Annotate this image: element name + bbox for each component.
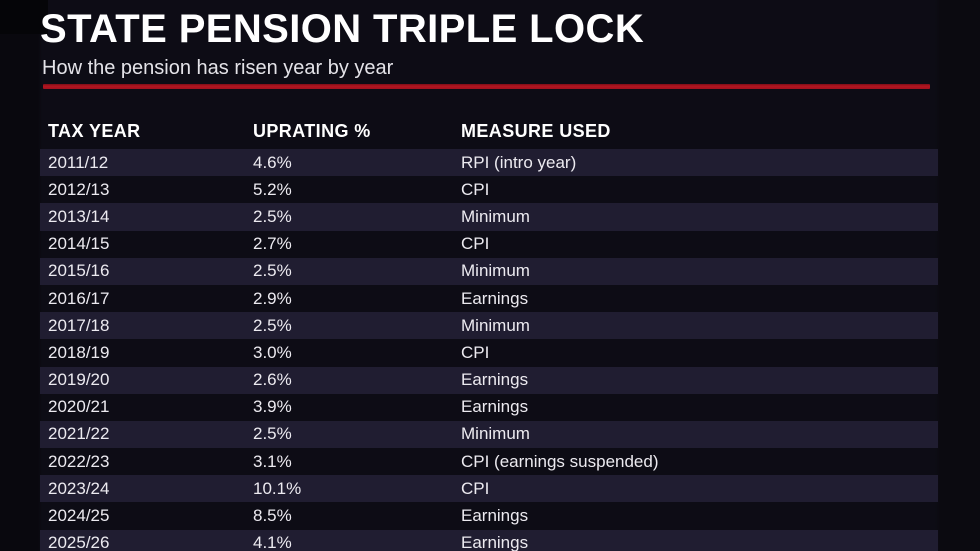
cell-uprating-pct: 2.5% [253,206,292,226]
table-row: 2017/18 2.5% Minimum [40,312,938,340]
table-row: 2016/17 2.9% Earnings [40,285,938,312]
cell-tax-year: 2017/18 [48,315,110,335]
column-header-measure-used: MEASURE USED [461,120,611,141]
cell-tax-year: 2013/14 [48,206,110,226]
cell-tax-year: 2019/20 [48,370,110,390]
cell-tax-year: 2014/15 [48,234,110,254]
table-row: 2015/16 2.5% Minimum [40,257,938,285]
cell-uprating-pct: 5.2% [253,179,292,199]
cell-uprating-pct: 2.5% [253,315,292,335]
red-divider-rule [43,84,930,89]
cell-uprating-pct: 3.9% [253,397,292,417]
corner-vignette [0,0,48,34]
cell-measure-used: Earnings [461,533,529,551]
cell-uprating-pct: 4.1% [253,533,292,551]
table-row: 2025/26 4.1% Earnings [40,529,938,551]
cell-uprating-pct: 2.5% [253,261,292,281]
table-row: 2023/24 10.1% CPI [40,475,938,503]
cell-tax-year: 2011/12 [48,152,109,172]
cell-uprating-pct: 3.0% [253,342,292,362]
cell-tax-year: 2025/26 [48,533,110,551]
cell-tax-year: 2016/17 [48,288,110,308]
cell-measure-used: Earnings [461,288,529,308]
cell-measure-used: Earnings [461,370,529,390]
table-header-row: TAX YEAR UPRATING % MEASURE USED [40,113,938,149]
table-row: 2024/25 8.5% Earnings [40,502,938,529]
table-row: 2021/22 2.5% Minimum [40,420,938,449]
cell-measure-used: CPI [461,234,490,254]
cell-tax-year: 2015/16 [48,261,110,281]
page-title: STATE PENSION TRIPLE LOCK [40,7,645,51]
table-row: 2012/13 5.2% CPI [40,176,938,203]
table-row: 2011/12 4.6% RPI (intro year) [40,149,938,177]
cell-uprating-pct: 2.7% [253,234,292,254]
cell-uprating-pct: 8.5% [253,506,292,526]
column-header-tax-year: TAX YEAR [48,120,141,141]
table-row: 2013/14 2.5% Minimum [40,203,938,231]
cell-measure-used: Minimum [461,424,530,444]
column-header-uprating-pct: UPRATING % [253,120,371,141]
table-row: 2014/15 2.7% CPI [40,231,938,258]
cell-uprating-pct: 3.1% [253,451,292,471]
cell-measure-used: CPI [461,478,490,498]
cell-measure-used: Minimum [461,315,530,335]
cell-tax-year: 2022/23 [48,451,110,471]
cell-measure-used: CPI (earnings suspended) [461,451,659,471]
cell-measure-used: Minimum [461,261,530,281]
pension-uprating-table: TAX YEAR UPRATING % MEASURE USED 2011/12… [40,113,938,551]
cell-uprating-pct: 2.6% [253,370,292,390]
table-row: 2018/19 3.0% CPI [40,339,938,366]
cell-uprating-pct: 2.5% [253,424,292,444]
table-row: 2019/20 2.6% Earnings [40,366,938,394]
cell-uprating-pct: 2.9% [253,288,292,308]
cell-tax-year: 2024/25 [48,506,110,526]
cell-uprating-pct: 4.6% [253,152,292,172]
cell-measure-used: CPI [461,342,490,362]
cell-measure-used: Earnings [461,397,529,417]
cell-tax-year: 2012/13 [48,179,110,199]
cell-tax-year: 2021/22 [48,424,110,444]
table-row: 2020/21 3.9% Earnings [40,394,938,421]
cell-uprating-pct: 10.1% [253,478,302,498]
cell-tax-year: 2020/21 [48,397,110,417]
cell-tax-year: 2023/24 [48,478,110,498]
cell-tax-year: 2018/19 [48,342,110,362]
table-body: 2011/12 4.6% RPI (intro year) 2012/13 5.2% CP… [40,149,938,551]
table-row: 2022/23 3.1% CPI (earnings suspended) [40,448,938,475]
cell-measure-used: RPI (intro year) [461,152,577,172]
cell-measure-used: Minimum [461,206,530,226]
page-subtitle: How the pension has risen year by year [42,57,394,79]
cell-measure-used: Earnings [461,506,529,526]
cell-measure-used: CPI [461,179,490,199]
